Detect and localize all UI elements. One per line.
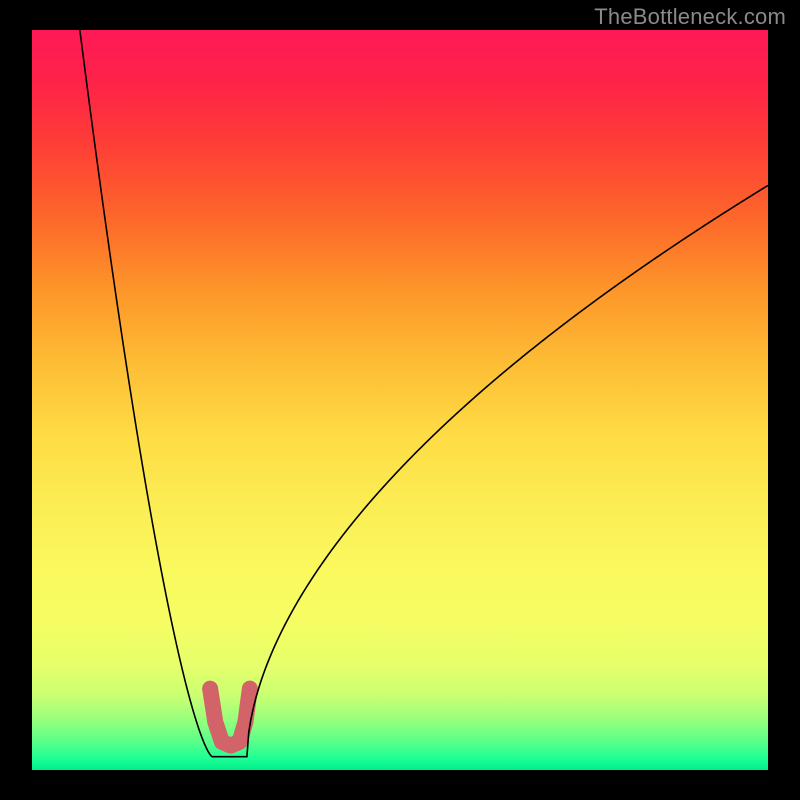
figure-stage: TheBottleneck.com [0,0,800,800]
plot-background-gradient [32,30,768,770]
bottleneck-chart [0,0,800,800]
